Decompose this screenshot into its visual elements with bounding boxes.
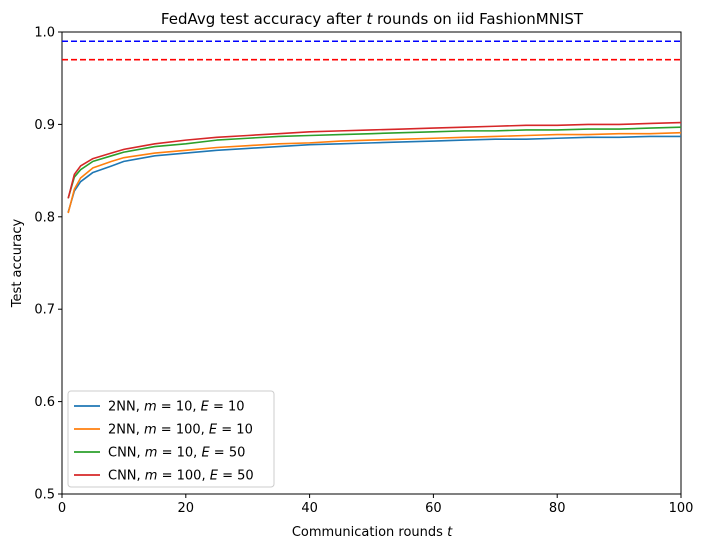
legend-label: CNN, m = 100, E = 50 bbox=[108, 469, 254, 484]
y-tick-label: 0.5 bbox=[34, 488, 55, 503]
reference-lines bbox=[62, 40, 681, 61]
chart-title: FedAvg test accuracy after t rounds on i… bbox=[161, 10, 584, 28]
x-tick-label: 0 bbox=[58, 501, 66, 516]
x-tick-label: 20 bbox=[178, 501, 195, 516]
legend: 2NN, m = 10, E = 10 2NN, m = 100, E = 10 C… bbox=[67, 390, 275, 488]
series-line-0 bbox=[67, 135, 681, 213]
series-lines bbox=[67, 121, 682, 214]
x-axis-ticks: 0 20 40 60 80 100 bbox=[58, 494, 694, 516]
legend-label: 2NN, m = 10, E = 10 bbox=[108, 400, 245, 415]
series-line-3 bbox=[67, 121, 682, 199]
y-axis-ticks: 0.5 0.6 0.7 0.8 0.9 1.0 bbox=[34, 26, 62, 503]
y-tick-label: 0.6 bbox=[34, 395, 55, 410]
y-tick-label: 1.0 bbox=[34, 26, 55, 41]
x-axis-label: Communication rounds t bbox=[292, 525, 453, 540]
y-tick-label: 0.7 bbox=[34, 303, 55, 318]
x-tick-label: 60 bbox=[425, 501, 442, 516]
legend-box bbox=[67, 390, 275, 488]
x-tick-label: 100 bbox=[669, 501, 694, 516]
y-tick-label: 0.9 bbox=[34, 118, 55, 133]
legend-label: 2NN, m = 100, E = 10 bbox=[108, 423, 253, 438]
x-tick-label: 40 bbox=[301, 501, 318, 516]
y-axis-label: Test accuracy bbox=[10, 219, 25, 309]
y-tick-label: 0.8 bbox=[34, 210, 55, 225]
x-tick-label: 80 bbox=[549, 501, 566, 516]
series-line-2 bbox=[67, 126, 682, 199]
series-line-1 bbox=[67, 131, 682, 214]
legend-label: CNN, m = 10, E = 50 bbox=[108, 446, 245, 461]
